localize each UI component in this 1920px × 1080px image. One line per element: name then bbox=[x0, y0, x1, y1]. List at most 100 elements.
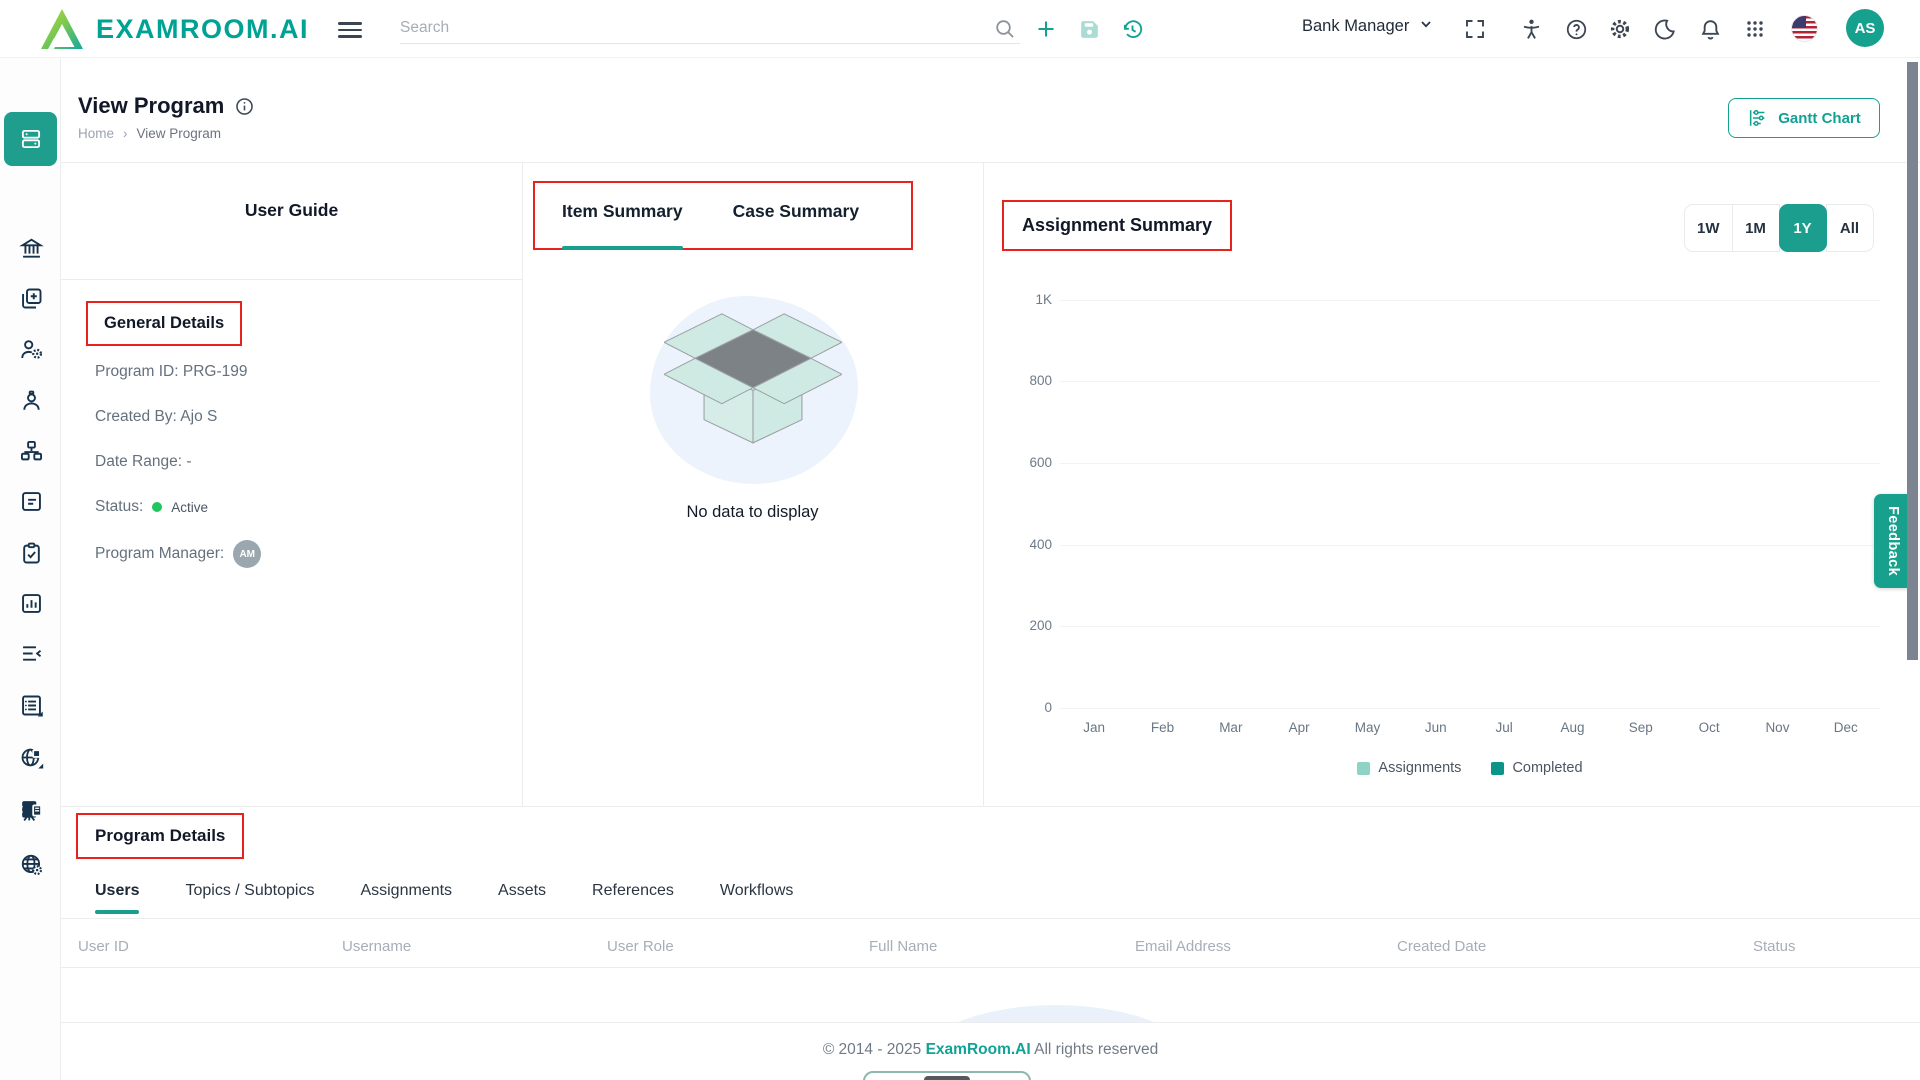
sidebar-item-global-settings[interactable] bbox=[17, 850, 45, 878]
sidebar-item-notes[interactable] bbox=[17, 487, 45, 515]
breadcrumb-home[interactable]: Home bbox=[78, 126, 115, 141]
accessibility-icon[interactable] bbox=[1518, 16, 1544, 42]
menu-icon[interactable] bbox=[338, 18, 362, 40]
save-icon[interactable] bbox=[1076, 16, 1102, 42]
tab-workflows[interactable]: Workflows bbox=[719, 882, 794, 899]
col-username: Username bbox=[342, 938, 412, 955]
x-tick: Sep bbox=[1628, 720, 1653, 735]
no-data-text: No data to display bbox=[686, 503, 819, 521]
y-tick: 600 bbox=[1029, 455, 1052, 470]
x-tick: Aug bbox=[1560, 720, 1585, 735]
fullscreen-icon[interactable] bbox=[1462, 16, 1488, 42]
annotation-box-summary-tabs: Item Summary Case Summary bbox=[533, 181, 913, 250]
footer-brand-link[interactable]: ExamRoom.AI bbox=[925, 1041, 1031, 1058]
breadcrumb-current: View Program bbox=[136, 126, 222, 141]
col-user-id: User ID bbox=[78, 938, 129, 955]
chart-square-icon bbox=[21, 593, 41, 613]
y-tick: 800 bbox=[1029, 373, 1052, 388]
help-icon[interactable] bbox=[1563, 16, 1589, 42]
sidebar-item-programs[interactable] bbox=[4, 112, 57, 166]
tab-case-summary[interactable]: Case Summary bbox=[732, 201, 860, 221]
tab-assets[interactable]: Assets bbox=[498, 882, 547, 899]
date-range-value: Date Range: - bbox=[95, 453, 192, 470]
range-button-1m[interactable]: 1M bbox=[1731, 204, 1780, 252]
status-row: Status: Active bbox=[95, 498, 208, 516]
legend-swatch-completed bbox=[1491, 761, 1505, 775]
copy-plus-icon bbox=[21, 288, 41, 308]
language-flag-icon[interactable] bbox=[1791, 15, 1818, 42]
notifications-icon[interactable] bbox=[1697, 16, 1723, 42]
legend-completed[interactable]: Completed bbox=[1491, 760, 1583, 776]
sidebar-item-bank[interactable] bbox=[17, 234, 45, 262]
search-icon[interactable] bbox=[992, 16, 1018, 42]
table-list-icon bbox=[21, 695, 43, 717]
settings-icon[interactable] bbox=[1607, 16, 1633, 42]
y-tick: 200 bbox=[1029, 618, 1052, 633]
sidebar-item-tasks[interactable] bbox=[17, 539, 45, 567]
sidebar-item-reports[interactable] bbox=[17, 589, 45, 617]
user-guide-heading: User Guide bbox=[244, 200, 339, 220]
server-stack-icon bbox=[21, 800, 42, 821]
program-details-tabs: Users Topics / Subtopics Assignments Ass… bbox=[95, 882, 793, 916]
x-tick: May bbox=[1354, 720, 1381, 735]
tab-users[interactable]: Users bbox=[95, 882, 140, 916]
sidebar-item-candidate[interactable] bbox=[17, 387, 45, 415]
apps-grid-icon[interactable] bbox=[1742, 16, 1768, 42]
range-button-1w[interactable]: 1W bbox=[1684, 204, 1733, 252]
user-icon bbox=[22, 390, 40, 410]
role-selector[interactable]: Bank Manager bbox=[1302, 17, 1433, 36]
legend-assignments[interactable]: Assignments bbox=[1357, 760, 1461, 776]
users-table-body-empty bbox=[61, 968, 1920, 1022]
range-button-all[interactable]: All bbox=[1825, 204, 1874, 252]
copyright-suffix: All rights reserved bbox=[1034, 1041, 1159, 1058]
sidebar-item-create[interactable] bbox=[17, 284, 45, 312]
assignment-summary-heading: Assignment Summary bbox=[1022, 215, 1213, 235]
chat-widget-cutoff[interactable] bbox=[863, 1071, 1031, 1080]
col-full-name: Full Name bbox=[869, 938, 938, 955]
tab-assignments[interactable]: Assignments bbox=[360, 882, 453, 899]
sidebar-item-data-center[interactable] bbox=[17, 796, 45, 824]
tab-references[interactable]: References bbox=[592, 882, 674, 899]
history-icon[interactable] bbox=[1119, 16, 1145, 42]
gantt-chart-button[interactable]: Gantt Chart bbox=[1728, 98, 1880, 138]
status-badge: Active bbox=[171, 499, 209, 515]
footer: © 2014 - 2025 ExamRoom.AI All rights res… bbox=[61, 1023, 1920, 1080]
dark-mode-icon[interactable] bbox=[1651, 16, 1677, 42]
col-email-address: Email Address bbox=[1135, 938, 1231, 955]
rows-icon bbox=[21, 129, 40, 149]
vertical-scrollbar[interactable] bbox=[1907, 62, 1918, 660]
x-tick: Apr bbox=[1288, 720, 1310, 735]
assignment-chart-plot: 1K 800 600 400 200 0 bbox=[1029, 292, 1880, 715]
search-input[interactable] bbox=[400, 12, 1020, 44]
chat-widget-handle bbox=[924, 1076, 970, 1080]
feedback-button[interactable]: Feedback bbox=[1874, 494, 1912, 588]
tab-item-summary[interactable]: Item Summary bbox=[562, 201, 683, 250]
examroom-logo-icon[interactable] bbox=[38, 5, 86, 58]
x-tick: Feb bbox=[1150, 720, 1175, 735]
copyright-prefix: © 2014 - 2025 bbox=[822, 1041, 922, 1058]
breadcrumb-separator: › bbox=[123, 126, 128, 141]
sidebar-item-hierarchy[interactable] bbox=[17, 437, 45, 465]
background-blob bbox=[906, 1005, 1206, 1022]
sidebar-item-registry[interactable] bbox=[17, 691, 45, 719]
user-avatar[interactable]: AS bbox=[1846, 9, 1884, 47]
list-collapse-icon bbox=[22, 645, 41, 661]
x-tick: Dec bbox=[1833, 720, 1858, 735]
tab-topics-subtopics[interactable]: Topics / Subtopics bbox=[185, 882, 315, 899]
sidebar-item-web-content[interactable] bbox=[17, 743, 45, 771]
user-gear-icon bbox=[20, 339, 42, 359]
breadcrumb: Home › View Program bbox=[78, 126, 221, 141]
hierarchy-icon bbox=[20, 440, 42, 460]
add-icon[interactable] bbox=[1033, 16, 1059, 42]
sidebar-item-user-settings[interactable] bbox=[17, 335, 45, 363]
info-icon[interactable] bbox=[234, 96, 255, 117]
role-label: Bank Manager bbox=[1302, 17, 1410, 35]
range-button-1y[interactable]: 1Y bbox=[1778, 204, 1827, 252]
program-details-heading: Program Details bbox=[95, 826, 226, 845]
col-status: Status bbox=[1753, 938, 1796, 955]
sidebar-item-logs[interactable] bbox=[17, 639, 45, 667]
x-tick: Oct bbox=[1698, 720, 1720, 735]
brand-wordmark: EXAMROOM.AI bbox=[96, 14, 310, 44]
program-manager-avatar[interactable]: AM bbox=[233, 540, 262, 568]
